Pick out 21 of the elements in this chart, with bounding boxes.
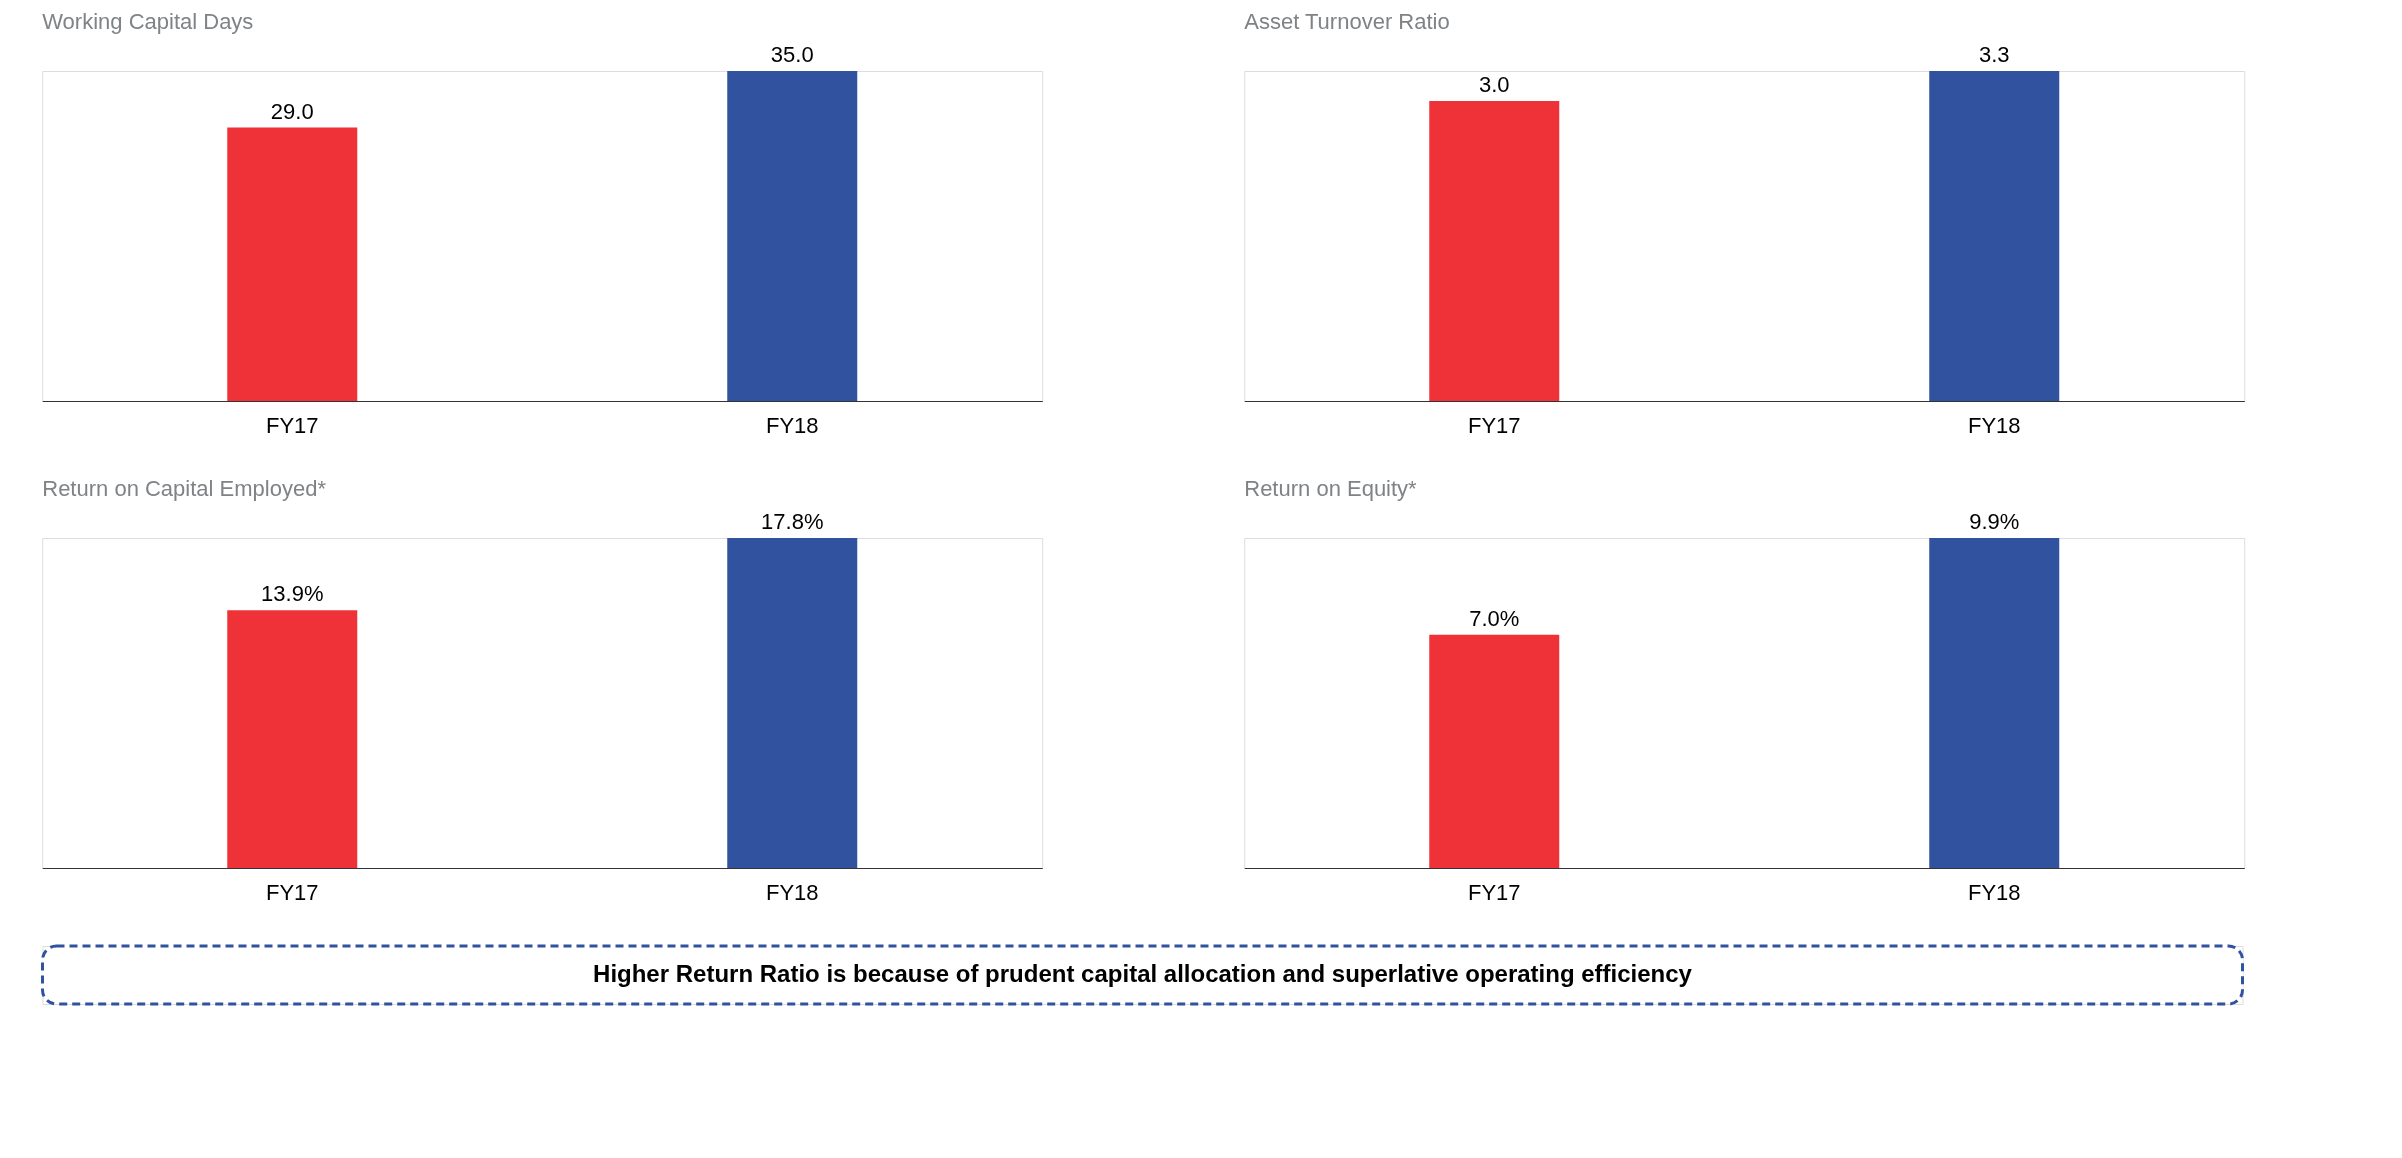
x-tick-label: FY18 bbox=[1967, 879, 2021, 905]
x-tick-label: FY17 bbox=[1467, 879, 1521, 905]
chart-title: Working Capital Days bbox=[42, 9, 254, 34]
x-tick-label: FY18 bbox=[765, 879, 819, 905]
data-label: 13.9% bbox=[261, 581, 324, 607]
data-label: 7.0% bbox=[1469, 605, 1520, 631]
chart-title: Asset Turnover Ratio bbox=[1244, 9, 1450, 34]
data-label: 35.0 bbox=[770, 42, 814, 67]
x-tick-label: FY18 bbox=[1967, 412, 2021, 438]
chart-title: Return on Equity* bbox=[1244, 476, 1418, 501]
text: Higher Return Ratio is because of prudent capital allocation and superlative operating efficiency bbox=[593, 960, 1693, 987]
data-label: 9.9% bbox=[1969, 509, 2020, 534]
data-label: 3.3 bbox=[1978, 42, 2010, 67]
data-label: 17.8% bbox=[761, 509, 824, 534]
x-tick-label: FY17 bbox=[265, 879, 319, 905]
chart-title: Return on Capital Employed* bbox=[42, 476, 327, 501]
data-label: 29.0 bbox=[270, 98, 314, 124]
x-tick-label: FY18 bbox=[765, 412, 819, 438]
data-label: 3.0 bbox=[1478, 72, 1510, 97]
x-tick-label: FY17 bbox=[265, 412, 319, 438]
x-tick-label: FY17 bbox=[1467, 412, 1521, 438]
